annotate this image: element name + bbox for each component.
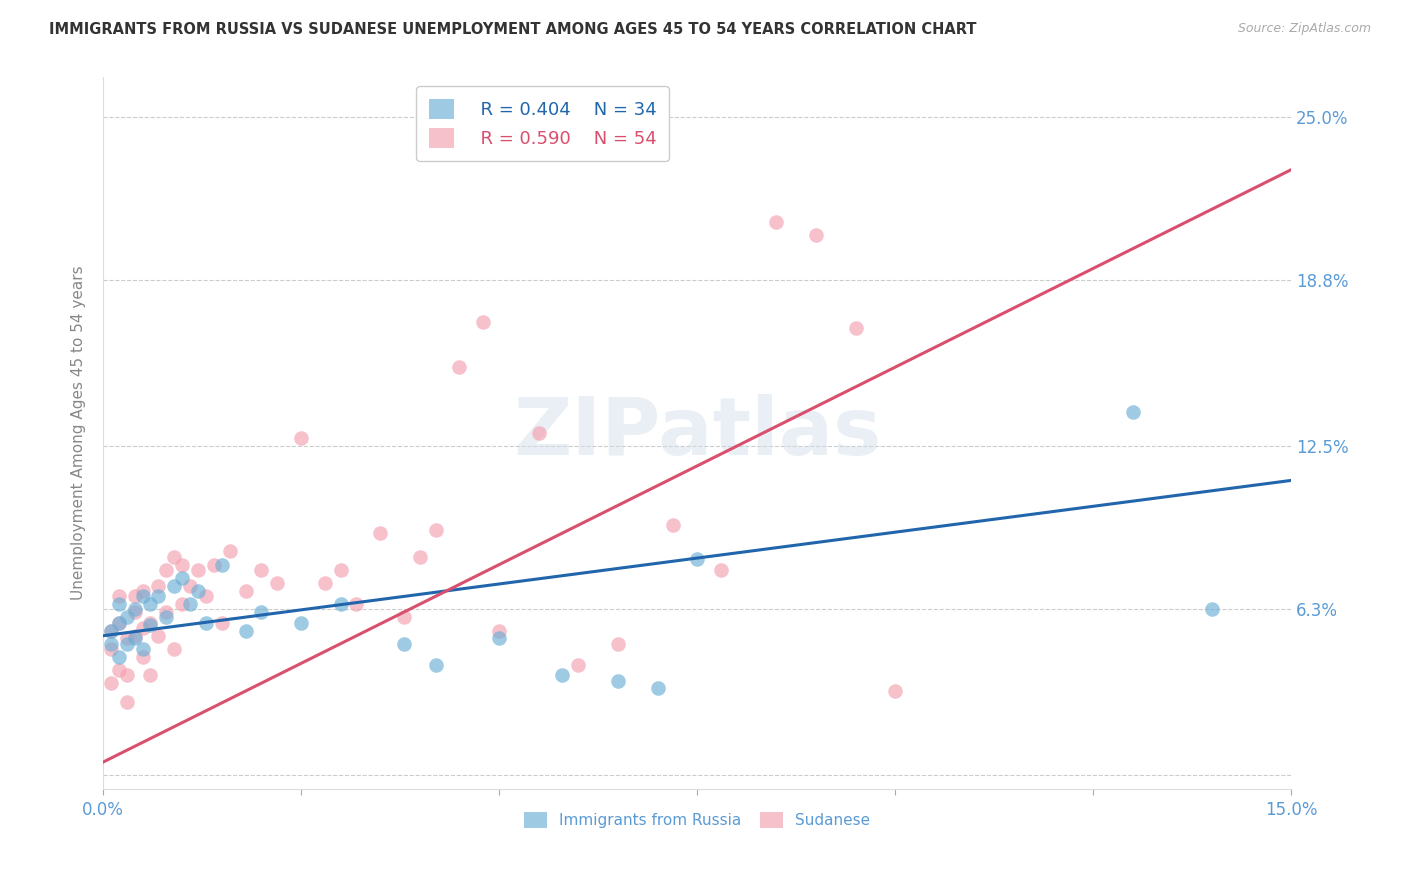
Point <box>392 610 415 624</box>
Point <box>139 618 162 632</box>
Point <box>100 637 122 651</box>
Point <box>131 649 153 664</box>
Point <box>131 589 153 603</box>
Text: ZIPatlas: ZIPatlas <box>513 394 882 472</box>
Point <box>163 579 186 593</box>
Point <box>131 642 153 657</box>
Text: Source: ZipAtlas.com: Source: ZipAtlas.com <box>1237 22 1371 36</box>
Point <box>290 431 312 445</box>
Point <box>107 597 129 611</box>
Legend: Immigrants from Russia, Sudanese: Immigrants from Russia, Sudanese <box>517 806 876 834</box>
Point <box>172 571 194 585</box>
Point <box>155 610 177 624</box>
Point <box>647 681 669 696</box>
Point <box>179 579 201 593</box>
Point <box>266 576 288 591</box>
Point <box>187 584 209 599</box>
Point <box>527 425 550 440</box>
Point <box>139 615 162 630</box>
Point <box>139 597 162 611</box>
Point <box>139 668 162 682</box>
Point <box>115 610 138 624</box>
Point <box>107 649 129 664</box>
Point <box>155 563 177 577</box>
Point <box>845 320 868 334</box>
Point <box>368 526 391 541</box>
Point <box>131 584 153 599</box>
Point <box>235 584 257 599</box>
Point <box>551 668 574 682</box>
Point <box>346 597 368 611</box>
Point <box>211 558 233 572</box>
Point <box>1122 405 1144 419</box>
Point <box>124 632 146 646</box>
Point <box>124 629 146 643</box>
Point <box>765 215 787 229</box>
Point <box>107 589 129 603</box>
Point <box>163 549 186 564</box>
Point <box>314 576 336 591</box>
Y-axis label: Unemployment Among Ages 45 to 54 years: Unemployment Among Ages 45 to 54 years <box>72 266 86 600</box>
Point <box>107 663 129 677</box>
Point <box>409 549 432 564</box>
Point <box>115 695 138 709</box>
Point <box>115 632 138 646</box>
Point <box>148 629 170 643</box>
Point <box>155 605 177 619</box>
Point <box>187 563 209 577</box>
Point <box>425 524 447 538</box>
Point <box>488 624 510 638</box>
Point <box>194 589 217 603</box>
Point <box>100 676 122 690</box>
Point <box>107 615 129 630</box>
Point <box>329 563 352 577</box>
Point <box>194 615 217 630</box>
Point <box>290 615 312 630</box>
Point <box>662 518 685 533</box>
Point <box>606 637 628 651</box>
Point <box>115 637 138 651</box>
Point <box>710 563 733 577</box>
Point <box>124 605 146 619</box>
Point <box>163 642 186 657</box>
Point <box>202 558 225 572</box>
Point <box>488 632 510 646</box>
Point <box>148 589 170 603</box>
Point <box>392 637 415 651</box>
Point <box>218 544 240 558</box>
Point <box>124 589 146 603</box>
Point <box>884 684 907 698</box>
Point <box>250 605 273 619</box>
Point <box>567 657 589 672</box>
Point <box>100 642 122 657</box>
Point <box>425 657 447 672</box>
Point <box>804 228 827 243</box>
Point <box>172 558 194 572</box>
Point <box>179 597 201 611</box>
Point <box>472 315 495 329</box>
Point <box>148 579 170 593</box>
Point <box>172 597 194 611</box>
Point <box>100 624 122 638</box>
Point <box>1201 602 1223 616</box>
Point <box>211 615 233 630</box>
Point <box>250 563 273 577</box>
Point <box>115 668 138 682</box>
Point <box>100 624 122 638</box>
Point <box>449 360 471 375</box>
Point <box>124 602 146 616</box>
Point <box>107 615 129 630</box>
Point <box>686 552 709 566</box>
Text: IMMIGRANTS FROM RUSSIA VS SUDANESE UNEMPLOYMENT AMONG AGES 45 TO 54 YEARS CORREL: IMMIGRANTS FROM RUSSIA VS SUDANESE UNEMP… <box>49 22 977 37</box>
Point <box>606 673 628 688</box>
Point <box>131 621 153 635</box>
Point <box>235 624 257 638</box>
Point <box>329 597 352 611</box>
